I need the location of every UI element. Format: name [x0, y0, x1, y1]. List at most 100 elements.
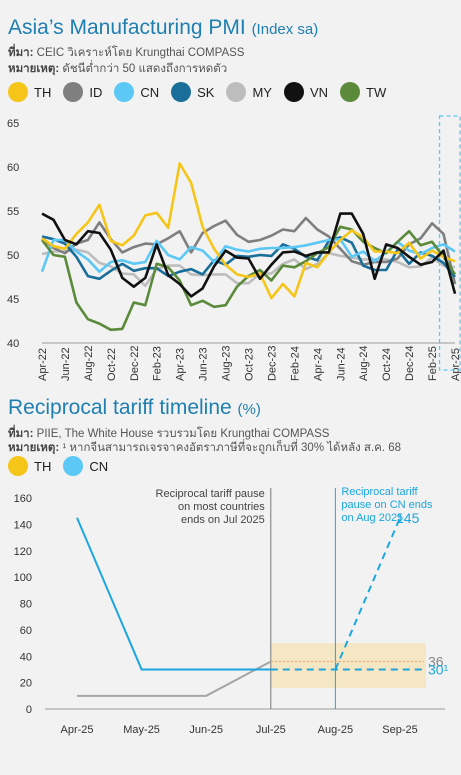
tariff-legend: TH CN [8, 456, 120, 476]
annotation-jul-line: ends on Jul 2025 [181, 514, 265, 526]
tariff-x-tick-label: May-25 [123, 724, 160, 736]
pmi-highlight-box [438, 115, 461, 371]
pmi-x-tick-label: Jun-24 [335, 347, 347, 381]
tariff-x-tick-label: Jul-25 [256, 724, 286, 736]
tariff-note-label: หมายเหตุ: [8, 442, 60, 454]
legend-label-th: TH [34, 84, 52, 100]
tariff-projection-band [270, 643, 426, 688]
legend-swatch-th [8, 456, 28, 476]
pmi-series-my [41, 248, 456, 288]
tariff-source: ที่มา: PIIE, The White House รวบรวมโดย K… [8, 425, 329, 443]
pmi-y-tick-label: 40 [7, 338, 19, 350]
pmi-x-tick-label: Oct-23 [244, 348, 256, 381]
tariff-y-tick-label: 40 [20, 651, 32, 663]
legend-label-sk: SK [197, 84, 215, 100]
legend-item-my: MY [226, 82, 272, 102]
legend-swatch-tw [340, 82, 361, 102]
legend-swatch-sk [171, 82, 192, 102]
legend-swatch-cn [114, 82, 135, 102]
tariff-y-tick-label: 160 [14, 493, 32, 505]
legend-item-th: TH [8, 456, 51, 476]
tariff-series-th [77, 660, 272, 697]
pmi-title-unit: (Index sa) [251, 21, 319, 38]
tariff-series-cn [76, 517, 271, 671]
pmi-x-tick-label: Feb-25 [427, 346, 439, 381]
pmi-x-tick-label: Oct-24 [381, 348, 393, 381]
tariff-y-tick-label: 80 [20, 599, 32, 611]
tariff-source-label: ที่มา: [8, 428, 34, 440]
pmi-x-tick-label: Feb-23 [152, 346, 164, 381]
annotation-aug-line: pause on CN ends [341, 499, 433, 511]
annotation-jul-line: Reciprocal tariff pause [156, 488, 265, 500]
pmi-x-tick-label: Aug-24 [358, 346, 370, 381]
tariff-cn-projection-high [334, 517, 401, 670]
tariff-y-tick-label: 100 [14, 572, 32, 584]
tariff-y-tick-label: 120 [14, 546, 32, 558]
tariff-x-tick-label: Sep-25 [382, 724, 417, 736]
pmi-series-th [41, 162, 456, 300]
legend-label-id: ID [89, 84, 103, 100]
pmi-x-tick-label: Feb-24 [289, 346, 301, 381]
pmi-title-text: Asia’s Manufacturing PMI [8, 16, 246, 39]
pmi-x-tick-label: Aug-23 [221, 346, 233, 381]
tariff-th-label: 36 [428, 654, 444, 670]
legend-swatch-cn [63, 456, 84, 476]
tariff-x-tick-label: Apr-25 [60, 724, 93, 736]
annotation-jul-line: on most countries [178, 501, 265, 513]
pmi-note: หมายเหตุ: ดัชนีต่ำกว่า 50 แสดงถึงการหดตั… [8, 60, 227, 78]
tariff-note-text: ¹ หากจีนสามารถเจรจาคงอัตราภาษีที่จะถูกเก… [62, 442, 402, 454]
legend-swatch-my [226, 82, 247, 102]
legend-item-tw: TW [340, 82, 386, 102]
legend-label-cn: CN [140, 84, 160, 100]
pmi-source-text: CEIC วิเคราะห์โดย Krungthai COMPASS [36, 47, 245, 59]
tariff-y-tick-label: 20 [20, 678, 32, 690]
legend-item-cn: CN [63, 456, 108, 476]
tariff-title-unit: (%) [237, 401, 261, 418]
legend-swatch-th [8, 82, 28, 102]
legend-label-my: MY [252, 84, 272, 100]
pmi-note-text: ดัชนีต่ำกว่า 50 แสดงถึงการหดตัว [62, 63, 228, 75]
annotation-aug-line: Reciprocal tariff [341, 486, 418, 498]
tariff-title-text: Reciprocal tariff timeline [8, 396, 232, 419]
pmi-y-tick-label: 55 [7, 206, 19, 218]
tariff-y-tick-label: 60 [20, 625, 32, 637]
pmi-x-tick-label: Dec-24 [404, 346, 416, 381]
tariff-cn-base-label: 30¹ [428, 661, 449, 677]
pmi-y-tick-label: 45 [7, 294, 19, 306]
tariff-source-text: PIIE, The White House รวบรวมโดย Krungtha… [36, 428, 330, 440]
legend-item-sk: SK [171, 82, 214, 102]
legend-swatch-id [63, 82, 84, 102]
legend-item-vn: VN [283, 82, 329, 102]
legend-swatch-vn [283, 82, 304, 102]
tariff-chart-title: Reciprocal tariff timeline (%) [8, 396, 261, 420]
pmi-y-tick-label: 60 [7, 162, 19, 174]
pmi-x-tick-label: Apr-25 [450, 348, 461, 381]
legend-item-th: TH [8, 82, 51, 102]
pmi-chart-title: Asia’s Manufacturing PMI (Index sa) [8, 16, 318, 40]
pmi-legend: TH ID CN SK MY VN TW [8, 82, 398, 102]
pmi-y-tick-label: 65 [7, 118, 19, 130]
annotation-aug-line: on Aug 2025 [341, 512, 403, 524]
legend-label-tw: TW [366, 84, 387, 100]
pmi-note-label: หมายเหตุ: [8, 63, 60, 75]
pmi-source: ที่มา: CEIC วิเคราะห์โดย Krungthai COMPA… [8, 44, 244, 62]
legend-label-th: TH [34, 458, 52, 474]
pmi-x-tick-label: Aug-22 [83, 346, 95, 381]
tariff-cn-high-label: 145 [396, 510, 420, 526]
pmi-x-tick-label: Jun-23 [198, 347, 210, 381]
legend-label-cn: CN [89, 458, 109, 474]
legend-label-vn: VN [309, 84, 329, 100]
pmi-x-tick-label: Dec-22 [129, 346, 141, 381]
pmi-x-tick-label: Apr-23 [175, 348, 187, 381]
pmi-series-vn [41, 212, 457, 298]
tariff-note: หมายเหตุ: ¹ หากจีนสามารถเจรจาคงอัตราภาษี… [8, 439, 401, 457]
tariff-chart: 0 20 40 60 80 100 120 140 160 Apr-25 May-25 Jun-25 J… [14, 486, 449, 736]
pmi-x-tick-label: Apr-22 [37, 348, 49, 381]
pmi-x-tick-label: Jun-22 [60, 347, 72, 381]
legend-item-id: ID [63, 82, 102, 102]
tariff-y-tick-label: 0 [26, 704, 32, 716]
pmi-source-label: ที่มา: [8, 47, 34, 59]
legend-item-cn: CN [114, 82, 159, 102]
pmi-y-tick-label: 50 [7, 250, 19, 262]
pmi-x-tick-label: Dec-23 [266, 346, 278, 381]
